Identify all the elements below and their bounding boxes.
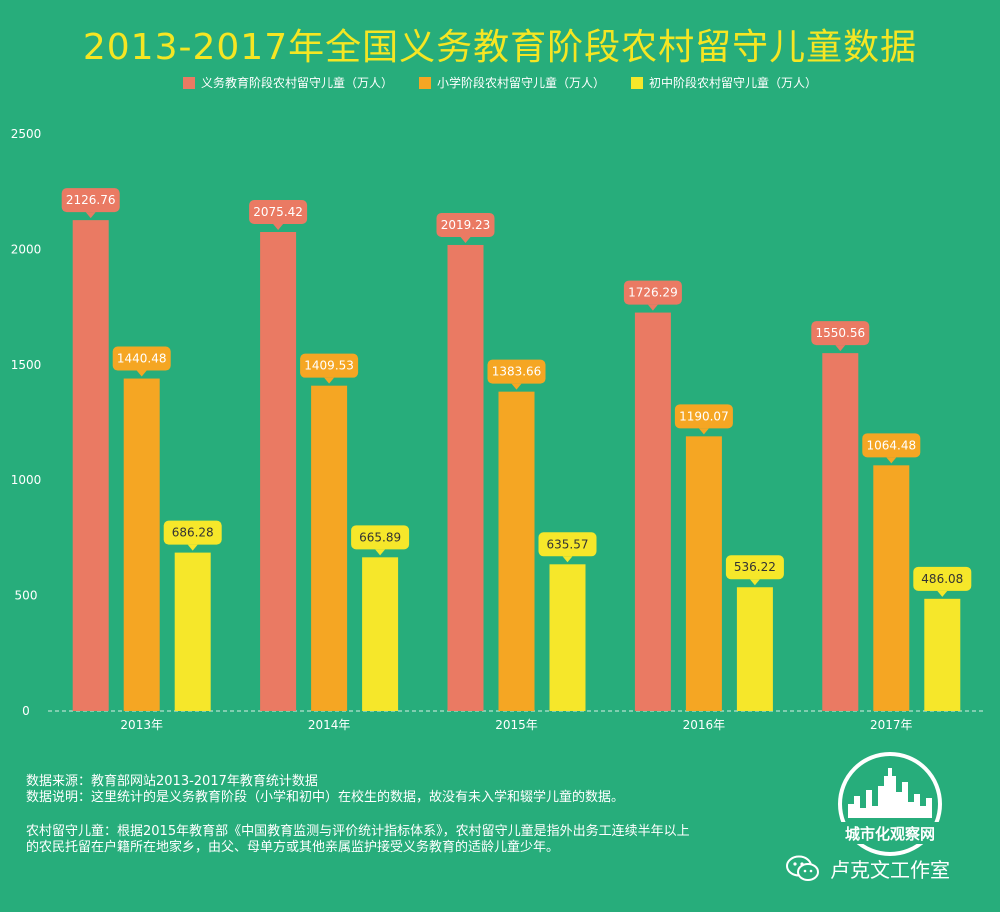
- data-label-box-s2-c4: [913, 566, 972, 591]
- legend-label-compulsory: 义务教育阶段农村留守儿童（万人）: [200, 76, 393, 90]
- y-tick-label-2: 1000: [11, 473, 42, 487]
- data-label-pointer-s2-c1: [375, 549, 386, 556]
- legend-swatch-junior: [631, 76, 643, 89]
- bar-s0-c4: [822, 353, 859, 711]
- bar-s1-c0: [123, 378, 160, 711]
- data-label-box-s1-c0: [112, 346, 171, 371]
- chart-title: 2013-2017年全国义务教育阶段农村留守儿童数据: [82, 27, 918, 68]
- data-label-box-s2-c1: [351, 525, 410, 550]
- note-definition-line-1: 农村留守儿童：根据2015年教育部《中国教育监测与评价统计指标体系》，农村留守儿…: [26, 824, 690, 839]
- data-label-s0-c2: 2019.23: [441, 218, 491, 232]
- legend-item-primary: 小学阶段农村留守儿童（万人）: [418, 74, 605, 91]
- x-tick-label-3: 2016年: [683, 718, 726, 732]
- data-label-s1-c3: 1190.07: [679, 409, 729, 423]
- bar-s0-c1: [260, 231, 297, 712]
- data-label-pointer-s1-c3: [698, 428, 709, 435]
- bar-s0-c0: [72, 220, 109, 711]
- note-source: 数据来源：教育部网站2013-2017年教育统计数据: [26, 774, 318, 789]
- wechat-icon: [786, 855, 819, 881]
- bar-s1-c4: [873, 465, 910, 711]
- bar-s2-c2: [549, 564, 586, 711]
- bar-s1-c2: [498, 391, 535, 711]
- data-label-box-s0-c4: [811, 321, 870, 346]
- chart-legend: 义务教育阶段农村留守儿童（万人） 小学阶段农村留守儿童（万人） 初中阶段农村留守…: [0, 74, 1000, 91]
- data-label-pointer-s1-c4: [886, 457, 897, 464]
- data-label-pointer-s0-c1: [273, 223, 284, 230]
- legend-swatch-compulsory: [182, 76, 195, 89]
- bar-s2-c1: [362, 557, 399, 711]
- data-label-pointer-s0-c0: [85, 212, 96, 219]
- watermark: 卢克文工作室: [786, 854, 950, 883]
- data-label-s2-c1: 665.89: [359, 530, 401, 544]
- data-label-box-s1-c2: [487, 359, 546, 384]
- data-label-pointer-s2-c3: [749, 579, 760, 586]
- bar-s2-c4: [924, 598, 961, 711]
- data-label-s1-c0: 1440.48: [117, 352, 167, 366]
- data-label-box-s2-c3: [725, 555, 784, 580]
- data-label-s1-c2: 1383.66: [492, 365, 542, 379]
- bar-chart: 0 500 1000 1500 2000 2500 2013年 2126.76 1440.48 6…: [11, 127, 985, 732]
- data-label-box-s2-c2: [538, 532, 597, 557]
- legend-item-junior: 初中阶段农村留守儿童（万人）: [631, 74, 817, 91]
- bar-s2-c3: [736, 587, 773, 711]
- data-label-box-s0-c1: [249, 199, 308, 224]
- data-label-s1-c1: 1409.53: [304, 359, 354, 373]
- data-label-s0-c3: 1726.29: [628, 286, 678, 300]
- x-tick-label-1: 2014年: [308, 718, 351, 732]
- y-tick-label-3: 1500: [11, 358, 42, 372]
- data-label-s2-c4: 486.08: [921, 572, 963, 586]
- data-label-box-s1-c4: [862, 433, 921, 458]
- data-label-box-s2-c0: [163, 520, 222, 545]
- legend-item-compulsory: 义务教育阶段农村留守儿童（万人）: [182, 74, 393, 91]
- legend-label-primary: 小学阶段农村留守儿童（万人）: [436, 76, 605, 90]
- data-label-s2-c0: 686.28: [172, 526, 214, 540]
- badge-text: 城市化观察网: [845, 825, 935, 843]
- data-label-pointer-s0-c4: [835, 345, 846, 352]
- data-label-pointer-s0-c3: [647, 304, 658, 311]
- data-label-pointer-s2-c2: [562, 556, 573, 563]
- data-label-s2-c3: 536.22: [734, 560, 776, 574]
- bar-s2-c0: [174, 552, 211, 711]
- y-tick-label-4: 2000: [11, 242, 42, 256]
- watermark-text: 卢克文工作室: [830, 858, 950, 882]
- bar-s1-c1: [311, 385, 348, 711]
- data-label-box-s0-c0: [61, 188, 120, 213]
- data-label-box-s0-c3: [623, 280, 682, 305]
- y-tick-label-1: 500: [15, 589, 38, 603]
- data-label-pointer-s1-c1: [324, 377, 335, 384]
- data-label-box-s1-c3: [674, 404, 733, 429]
- y-tick-label-0: 0: [22, 704, 30, 718]
- data-label-pointer-s0-c2: [460, 236, 471, 243]
- city-observation-badge: 城市化观察网: [832, 752, 948, 856]
- note-explanation: 数据说明：这里统计的是义务教育阶段（小学和初中）在校生的数据，故没有未入学和辍学…: [26, 790, 625, 805]
- x-tick-label-4: 2017年: [870, 718, 913, 732]
- x-tick-label-2: 2015年: [495, 718, 538, 732]
- data-label-s1-c4: 1064.48: [866, 438, 916, 452]
- chart-notes: 数据来源：教育部网站2013-2017年教育统计数据 数据说明：这里统计的是义务…: [26, 774, 796, 856]
- data-label-box-s1-c1: [300, 353, 359, 378]
- bar-s0-c3: [634, 312, 671, 711]
- data-label-pointer-s2-c0: [187, 544, 198, 551]
- note-definition-line-2: 的农民托留在户籍所在地家乡，由父、母单方或其他亲属监护接受义务教育的适龄儿童少年…: [26, 840, 560, 855]
- data-label-pointer-s1-c2: [511, 383, 522, 390]
- skyline-icon: [848, 768, 932, 818]
- data-label-s0-c4: 1550.56: [815, 326, 865, 340]
- data-label-s0-c1: 2075.42: [253, 205, 303, 219]
- x-tick-label-0: 2013年: [120, 718, 163, 732]
- data-label-pointer-s1-c0: [136, 370, 147, 377]
- data-label-box-s0-c2: [436, 212, 495, 237]
- bar-s1-c3: [685, 436, 722, 711]
- legend-label-junior: 初中阶段农村留守儿童（万人）: [649, 76, 818, 90]
- legend-swatch-primary: [418, 76, 431, 89]
- data-label-pointer-s2-c4: [937, 590, 948, 597]
- data-label-s2-c2: 635.57: [547, 537, 589, 551]
- data-label-s0-c0: 2126.76: [66, 193, 116, 207]
- bar-s0-c2: [447, 244, 484, 711]
- y-tick-label-5: 2500: [11, 127, 42, 141]
